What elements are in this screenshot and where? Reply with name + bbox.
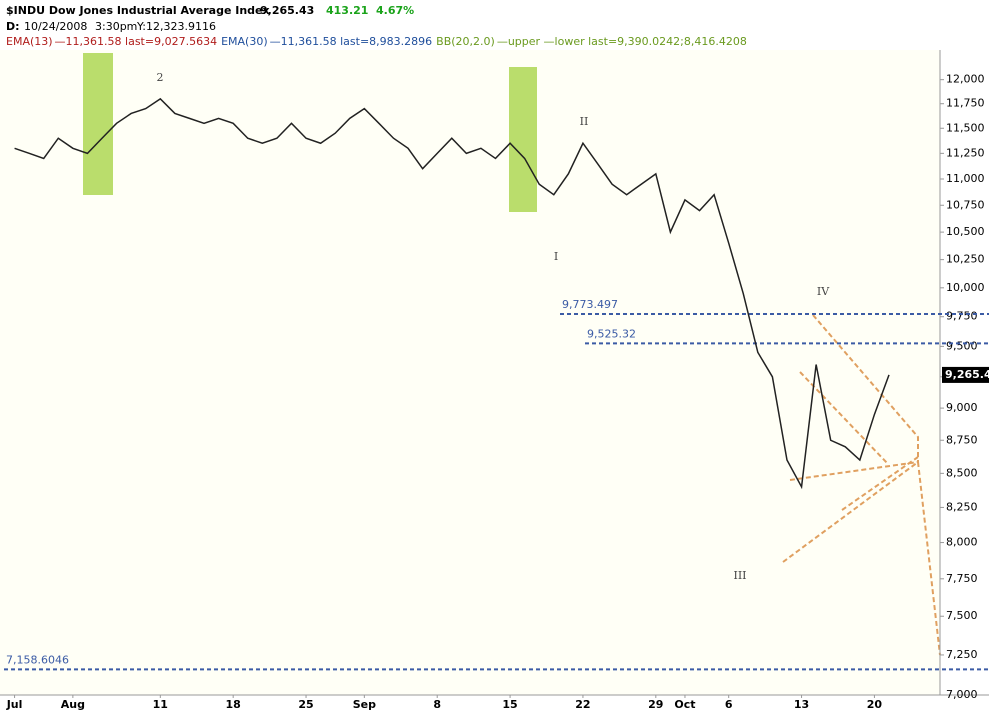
- annotation: 2: [157, 71, 164, 84]
- y-tick-label: 9,000: [946, 401, 978, 414]
- price-line: [14, 97, 890, 490]
- x-tick-label: 6: [725, 698, 733, 711]
- x-tick-label: 20: [867, 698, 883, 711]
- plot-bg: [0, 50, 940, 695]
- y-tick-label: 8,750: [946, 433, 978, 446]
- y-tick-label: 8,500: [946, 466, 978, 479]
- y-tick-label: 7,250: [946, 648, 978, 661]
- x-tick-label: Aug: [61, 698, 85, 711]
- highlight: [83, 53, 113, 195]
- pattern-line: [789, 461, 919, 481]
- x-tick-label: Jul: [6, 698, 23, 711]
- y-tick-label: 8,250: [946, 500, 978, 513]
- y-tick-label: 7,000: [946, 688, 978, 701]
- annotation: II: [580, 115, 589, 128]
- change-pct: 4.67%: [376, 4, 414, 17]
- indicator-name: BB(20,2.0): [436, 35, 495, 48]
- level-label: 9,525.32: [587, 327, 636, 340]
- x-tick-label: 8: [433, 698, 441, 711]
- info: 3:30pm: [95, 20, 137, 33]
- y-tick-label: 8,000: [946, 536, 978, 549]
- y-tick-label: 9,750: [946, 310, 978, 323]
- y-tick-label: 10,500: [946, 225, 985, 238]
- pattern-line: [812, 314, 919, 462]
- y-tick-label: 9,500: [946, 339, 978, 352]
- highlight: [509, 67, 537, 212]
- last-price-tag: [942, 366, 989, 383]
- y-tick-label: 10,000: [946, 281, 985, 294]
- y-tick-label: 11,250: [946, 146, 985, 159]
- annotation: III: [733, 569, 746, 582]
- x-tick-label: 25: [298, 698, 313, 711]
- pattern-lines: [782, 314, 941, 656]
- indicator-value: —11,361.58 last=9,027.5634: [55, 35, 218, 48]
- indicator-value: —11,361.58 last=8,983.2896: [270, 35, 433, 48]
- indicator-name: EMA(13): [6, 35, 53, 48]
- last-price-label: 9,265.43: [945, 368, 989, 381]
- x-tick-label: 22: [575, 698, 590, 711]
- y-tick-label: 10,250: [946, 253, 985, 266]
- y-tick-label: 11,750: [946, 97, 985, 110]
- header-bg: [0, 0, 989, 50]
- title: $INDU Dow Jones Industrial Average Index: [6, 4, 270, 17]
- y-tick-label: 10,750: [946, 198, 985, 211]
- x-tick-label: 18: [226, 698, 241, 711]
- y-tick-label: 7,750: [946, 572, 978, 585]
- indicator-name: EMA(30): [221, 35, 268, 48]
- annotation: I: [554, 250, 558, 263]
- x-tick-label: 13: [794, 698, 809, 711]
- indicator-value: —upper —lower last=9,390.0242;8,416.4208: [497, 35, 747, 48]
- pattern-line: [799, 371, 889, 465]
- x-tick-label: 11: [153, 698, 168, 711]
- info: 10/24/2008: [24, 20, 87, 33]
- level-label: 7,158.6046: [6, 653, 69, 666]
- info: Y:12,323.9116: [136, 20, 216, 33]
- annotation: IV: [817, 285, 830, 298]
- x-tick-label: 15: [502, 698, 517, 711]
- y-tick-label: 7,500: [946, 609, 978, 622]
- info: D:: [6, 20, 20, 33]
- change: 413.21: [326, 4, 368, 17]
- x-tick-label: Oct: [674, 698, 695, 711]
- y-tick-label: 12,000: [946, 73, 985, 86]
- y-tick-label: 11,000: [946, 172, 985, 185]
- last-price: 9,265.43: [260, 4, 314, 17]
- y-tick-label: 11,500: [946, 121, 985, 134]
- level-label: 9,773.497: [562, 298, 618, 311]
- x-tick-label: 29: [648, 698, 663, 711]
- x-tick-label: Sep: [353, 698, 376, 711]
